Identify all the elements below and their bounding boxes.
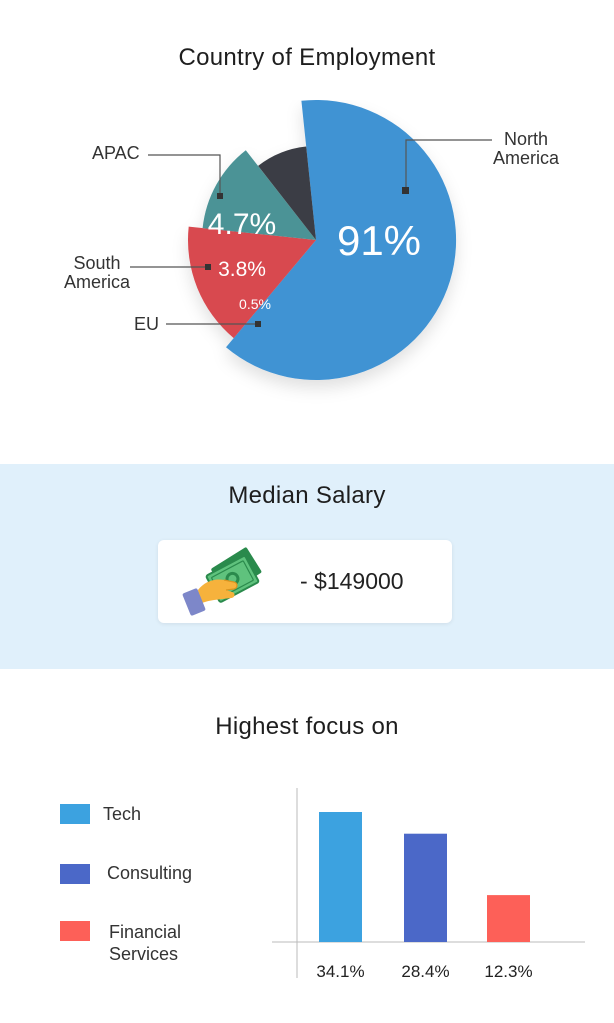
pie-slice-north-america [226,100,457,381]
bar-value-label-financial-services: 12.3% [484,962,532,981]
salary-title: Median Salary [228,482,386,509]
pct-label-north-america: 91% [336,217,422,264]
leader-dot-eu [255,321,261,327]
leader-dot-north-america [402,187,409,194]
hand-holding-cash-icon [182,547,262,616]
legend-swatch-financial-services [60,921,90,941]
pie-chart-title: Country of Employment [178,44,436,71]
bar-value-label-tech: 34.1% [316,962,364,981]
leader-dot-south-america [205,264,211,270]
pie-label-apac: APAC [92,143,140,163]
legend-swatch-tech [60,804,90,824]
bar-chart-title: Highest focus on [215,713,399,740]
legend-label-financial-services: Financial Services [109,922,182,964]
pct-label-south-america: 3.8% [218,258,266,281]
bar-value-label-consulting: 28.4% [401,962,449,981]
pie-slice-eu [258,146,316,240]
pie-label-eu: EU [134,314,160,334]
pie-slice-south-america [202,150,316,240]
bar-consulting [404,833,447,942]
legend-label-consulting: Consulting [107,863,193,883]
pct-label-eu: 0.5% [239,296,271,312]
leader-dot-apac [217,193,223,199]
bar-financial-services [487,895,530,942]
pie-chart: North America APAC South America EU 91% … [0,100,614,440]
legend-label-tech: Tech [103,804,142,824]
pct-label-apac: 4.7% [207,208,277,241]
leader-line-apac [148,154,221,196]
leader-line-north-america [405,139,492,191]
median-salary-value: - $149000 [300,568,404,594]
legend-swatch-consulting [60,864,90,884]
bar-chart: 34.1% 28.4% 12.3% [272,788,585,981]
pie-label-north-america: North America [492,129,559,168]
pie-label-south-america: South America [63,253,130,292]
salary-card: - $149000 [158,540,452,623]
bar-tech [319,812,362,942]
pie-chart-svg [130,100,492,381]
pie-slice-apac [187,226,316,339]
